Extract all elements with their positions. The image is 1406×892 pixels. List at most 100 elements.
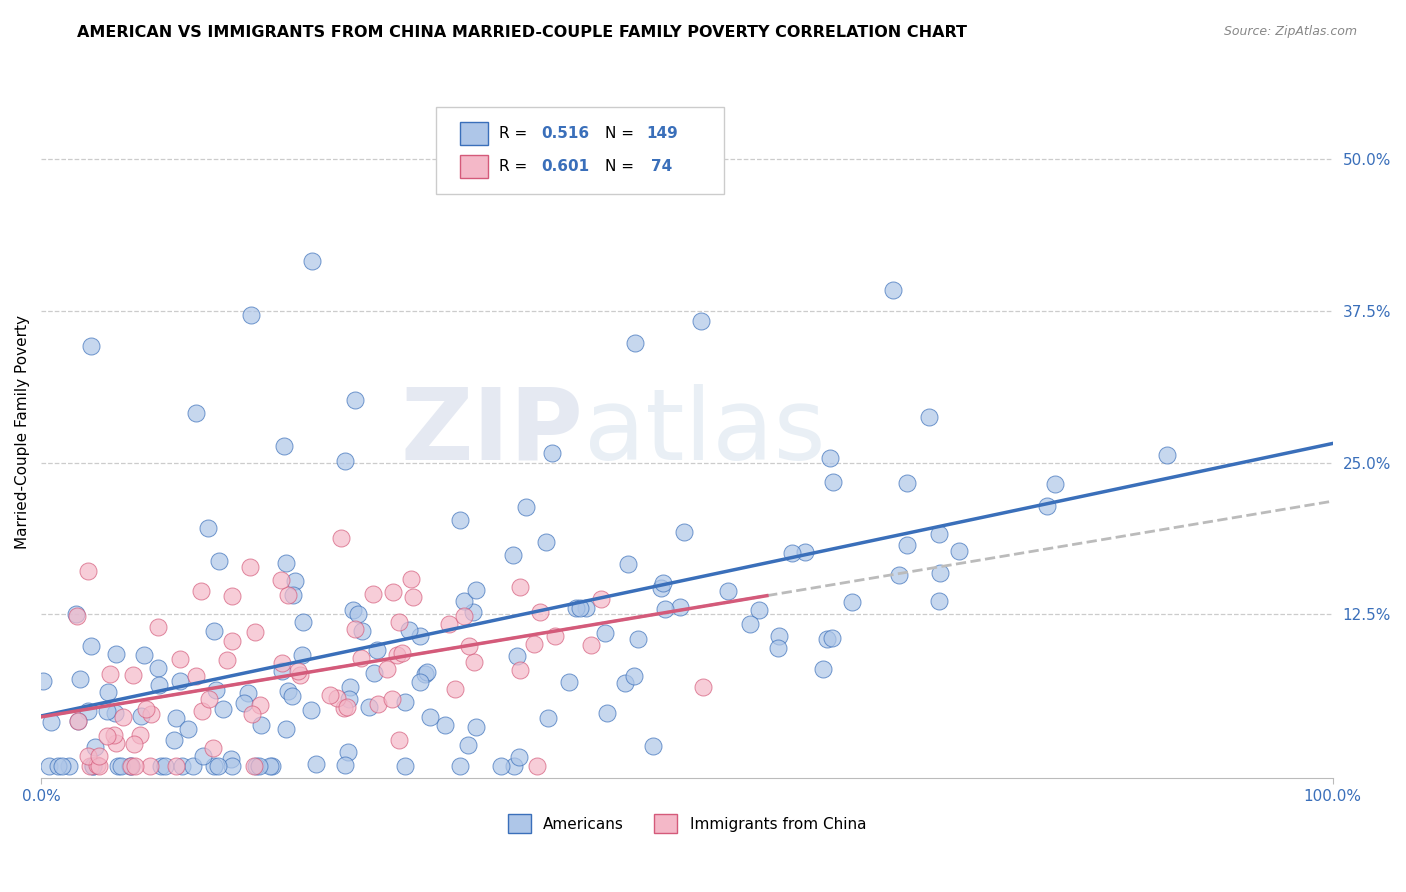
Point: [87, 759, 110, 773]
Text: Source: ZipAtlas.com: Source: ZipAtlas.com: [1223, 25, 1357, 38]
Point: [104, 647, 127, 661]
Point: [793, 545, 815, 559]
Point: [333, 700, 356, 714]
Point: [111, 710, 134, 724]
Point: [197, 521, 219, 535]
Point: [643, 739, 665, 753]
Point: [232, 696, 254, 710]
Point: [217, 653, 239, 667]
Point: [366, 643, 388, 657]
Point: [191, 705, 214, 719]
Point: [46, 759, 69, 773]
Point: [86, 758, 108, 772]
Point: [557, 674, 579, 689]
Point: [184, 406, 207, 420]
Point: [184, 669, 207, 683]
Point: [150, 759, 173, 773]
Point: [690, 313, 713, 327]
Point: [398, 624, 420, 638]
Point: [1043, 477, 1066, 491]
Point: [96, 704, 118, 718]
Point: [205, 682, 228, 697]
Point: [385, 648, 408, 662]
Point: [344, 622, 367, 636]
Point: [515, 500, 537, 514]
Point: [259, 759, 281, 773]
Point: [329, 532, 352, 546]
Point: [83, 739, 105, 754]
Point: [65, 607, 87, 621]
Point: [245, 759, 267, 773]
Point: [247, 759, 270, 773]
Point: [146, 619, 169, 633]
Point: [165, 759, 187, 773]
Point: [627, 632, 650, 646]
Point: [465, 720, 488, 734]
Point: [453, 609, 475, 624]
Point: [381, 692, 404, 706]
Point: [882, 283, 904, 297]
Point: [463, 655, 485, 669]
Point: [367, 697, 389, 711]
Point: [208, 554, 231, 568]
Point: [104, 736, 127, 750]
Point: [270, 665, 292, 679]
Point: [243, 624, 266, 639]
Point: [394, 759, 416, 773]
Point: [250, 718, 273, 732]
Point: [382, 585, 405, 599]
Text: atlas: atlas: [583, 384, 825, 481]
Point: [928, 594, 950, 608]
Point: [841, 595, 863, 609]
Point: [66, 608, 89, 623]
Point: [818, 451, 841, 466]
Point: [169, 673, 191, 688]
Point: [290, 668, 312, 682]
Point: [337, 745, 360, 759]
Point: [717, 583, 740, 598]
Point: [1156, 448, 1178, 462]
Point: [32, 673, 55, 688]
Point: [811, 662, 834, 676]
Point: [692, 680, 714, 694]
Point: [350, 650, 373, 665]
Point: [821, 475, 844, 489]
Text: N =: N =: [605, 160, 638, 174]
Point: [69, 673, 91, 687]
Point: [491, 759, 513, 773]
Point: [437, 617, 460, 632]
Point: [768, 640, 790, 655]
Point: [124, 737, 146, 751]
Point: [198, 692, 221, 706]
Point: [928, 566, 950, 580]
Point: [124, 759, 146, 773]
Point: [623, 669, 645, 683]
Point: [415, 665, 437, 679]
Point: [193, 748, 215, 763]
Point: [66, 714, 89, 728]
Point: [291, 615, 314, 629]
Point: [172, 759, 194, 773]
Point: [617, 557, 640, 571]
Point: [624, 335, 647, 350]
Point: [896, 476, 918, 491]
Point: [219, 752, 242, 766]
Point: [80, 639, 103, 653]
Point: [387, 615, 409, 630]
Point: [820, 631, 842, 645]
Point: [96, 730, 118, 744]
Point: [363, 587, 385, 601]
Point: [575, 601, 598, 615]
Point: [672, 524, 695, 539]
Point: [169, 652, 191, 666]
Point: [419, 710, 441, 724]
Point: [780, 546, 803, 560]
Point: [240, 308, 263, 322]
Point: [409, 674, 432, 689]
Point: [153, 759, 176, 773]
Point: [613, 675, 636, 690]
Point: [391, 646, 413, 660]
Point: [540, 445, 562, 459]
Point: [299, 703, 322, 717]
Point: [526, 759, 548, 773]
